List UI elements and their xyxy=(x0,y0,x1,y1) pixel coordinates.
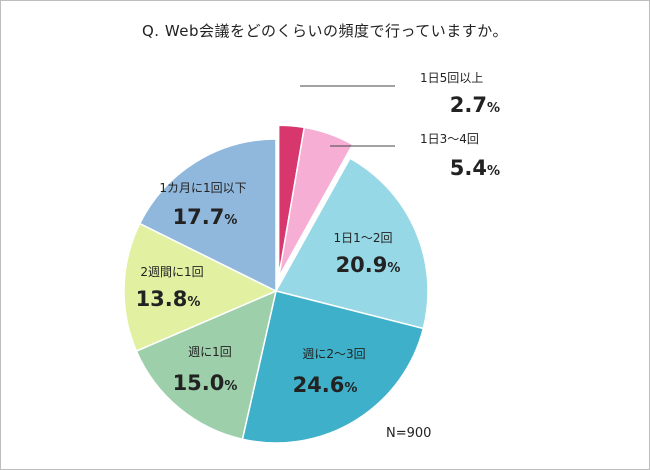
pie-slice-5 xyxy=(135,289,278,441)
slice-value-2: 5.4% xyxy=(450,156,500,180)
slice-label-7: 1カ月に1回以下 xyxy=(159,181,246,195)
slice-label-5: 週に1回 xyxy=(188,345,232,359)
slice-value-4: 24.6% xyxy=(293,373,358,397)
slice-label-3: 1日1〜2回 xyxy=(334,231,393,245)
pie-slice-4 xyxy=(241,290,425,444)
slice-label-6: 2週間に1回 xyxy=(140,265,203,279)
slice-value-6: 13.8% xyxy=(136,287,201,311)
sample-size-note: N=900 xyxy=(386,426,432,441)
pie-slice-3 xyxy=(274,157,429,330)
slice-label-1: 1日5回以上 xyxy=(420,71,483,85)
slice-value-3: 20.9% xyxy=(336,253,401,277)
slice-value-5: 15.0% xyxy=(173,371,238,395)
chart-title: Q. Web会議をどのくらいの頻度で行っていますか。 xyxy=(142,22,508,40)
pie-slice-6 xyxy=(123,222,278,353)
slice-label-2: 1日3〜4回 xyxy=(420,132,479,146)
pie-slice-2 xyxy=(277,126,354,278)
slice-value-1: 2.7% xyxy=(450,93,500,117)
pie-slice-7 xyxy=(138,138,277,293)
slice-value-7: 17.7% xyxy=(173,205,238,229)
slice-label-4: 週に2〜3回 xyxy=(302,347,365,361)
